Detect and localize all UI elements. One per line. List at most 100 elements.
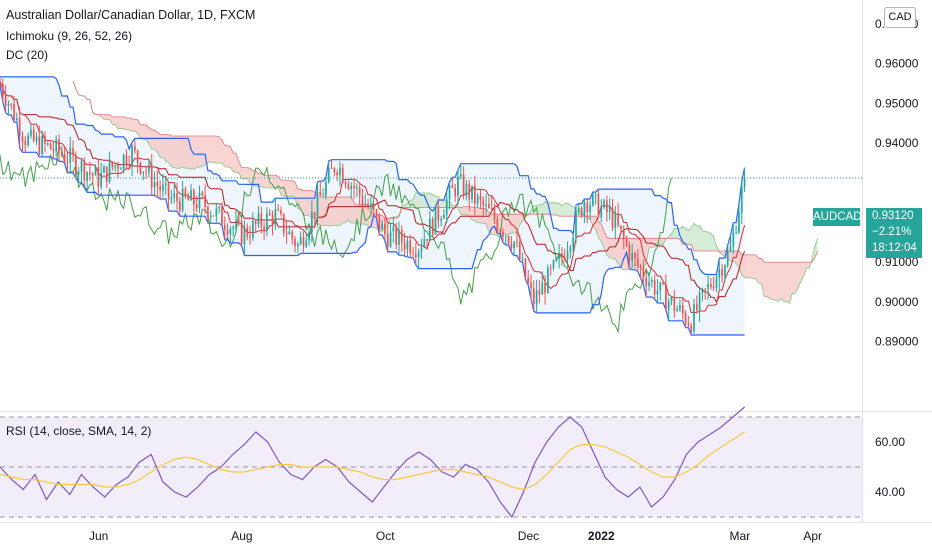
- candle-body: [558, 253, 560, 259]
- candle-body: [30, 129, 32, 136]
- candle: [52, 141, 55, 159]
- candle: [178, 196, 181, 217]
- candle-body: [302, 237, 305, 247]
- candle-body: [254, 220, 257, 225]
- rsi-legend[interactable]: RSI (14, close, SMA, 14, 2): [6, 424, 152, 438]
- candle-body: [38, 136, 41, 155]
- candle: [718, 258, 721, 290]
- candle-body: [589, 205, 591, 212]
- candle: [232, 224, 235, 237]
- candle-body: [563, 257, 566, 260]
- chart-title[interactable]: Australian Dollar/Canadian Dollar, 1D, F…: [6, 8, 256, 22]
- candle: [322, 188, 324, 197]
- candle-body: [693, 304, 695, 332]
- candle-body: [687, 323, 690, 326]
- candle: [434, 206, 437, 235]
- candle: [611, 198, 614, 232]
- candle-body: [370, 203, 372, 207]
- candle: [636, 249, 639, 272]
- candle-body: [80, 161, 83, 172]
- candle: [532, 280, 535, 312]
- candle-body: [139, 162, 142, 174]
- ichimoku-legend[interactable]: Ichimoku (9, 26, 52, 26): [6, 29, 133, 43]
- candle-body: [305, 240, 308, 247]
- candle-body: [204, 195, 206, 208]
- candle-body: [246, 227, 249, 237]
- candle-body: [636, 258, 639, 267]
- candle: [527, 269, 530, 286]
- candle: [423, 228, 426, 249]
- candle: [308, 228, 310, 246]
- candle-body: [156, 182, 159, 187]
- candle: [83, 156, 86, 188]
- candle-body: [656, 290, 659, 295]
- last-price-tag: 0.93120 −2.21% 18:12:04: [866, 208, 922, 258]
- candle-body: [420, 247, 423, 252]
- candle: [122, 153, 125, 174]
- candle-body: [381, 223, 383, 230]
- candle-body: [52, 149, 55, 152]
- candle: [89, 161, 91, 181]
- candle: [237, 210, 240, 227]
- candle: [395, 222, 398, 250]
- candle: [414, 242, 417, 265]
- candle-body: [743, 178, 746, 187]
- candle: [608, 198, 611, 221]
- candle-body: [735, 232, 737, 234]
- candle-body: [485, 203, 487, 206]
- candle: [105, 166, 108, 189]
- candle-body: [178, 200, 181, 211]
- candle: [361, 188, 364, 210]
- currency-badge[interactable]: CAD: [884, 7, 916, 28]
- candle-body: [679, 305, 681, 310]
- candle-body: [240, 221, 243, 245]
- candle: [156, 170, 159, 197]
- candle: [670, 296, 673, 306]
- candle: [91, 172, 94, 185]
- candle: [198, 185, 201, 214]
- candle-body: [707, 283, 709, 290]
- candle-body: [128, 164, 131, 166]
- candle-body: [521, 258, 524, 260]
- candle-body: [729, 246, 732, 252]
- candle-body: [384, 223, 386, 235]
- candle: [80, 158, 83, 184]
- donchian-lower: [0, 85, 745, 336]
- candle-body: [459, 174, 462, 177]
- candle-body: [490, 208, 493, 210]
- candle: [221, 202, 223, 226]
- candle: [662, 280, 664, 286]
- candle-body: [13, 103, 15, 121]
- candle-body: [440, 218, 442, 221]
- candle: [493, 203, 496, 225]
- candle-body: [662, 282, 664, 284]
- candle: [296, 241, 299, 254]
- candle-body: [142, 171, 145, 174]
- candle: [209, 210, 212, 224]
- candle: [49, 142, 52, 150]
- candle-body: [721, 268, 723, 277]
- time-tick-label: Apr: [803, 529, 822, 543]
- candle-body: [111, 161, 114, 168]
- donchian-legend[interactable]: DC (20): [6, 48, 49, 62]
- candle: [72, 140, 74, 162]
- candle-body: [35, 136, 38, 141]
- candle: [693, 298, 695, 334]
- candle-body: [49, 143, 52, 150]
- candle: [114, 164, 117, 172]
- candle: [77, 167, 80, 183]
- candle: [639, 264, 642, 279]
- candle: [457, 169, 459, 206]
- candle-body: [566, 251, 569, 260]
- candle-body: [367, 203, 369, 207]
- candle: [667, 297, 670, 321]
- candle-body: [648, 282, 650, 287]
- candle: [35, 132, 38, 146]
- candle: [541, 271, 544, 295]
- candle-body: [274, 209, 277, 225]
- candle: [370, 195, 372, 209]
- candle-body: [319, 191, 322, 196]
- candle-body: [41, 135, 43, 155]
- candle: [201, 190, 204, 200]
